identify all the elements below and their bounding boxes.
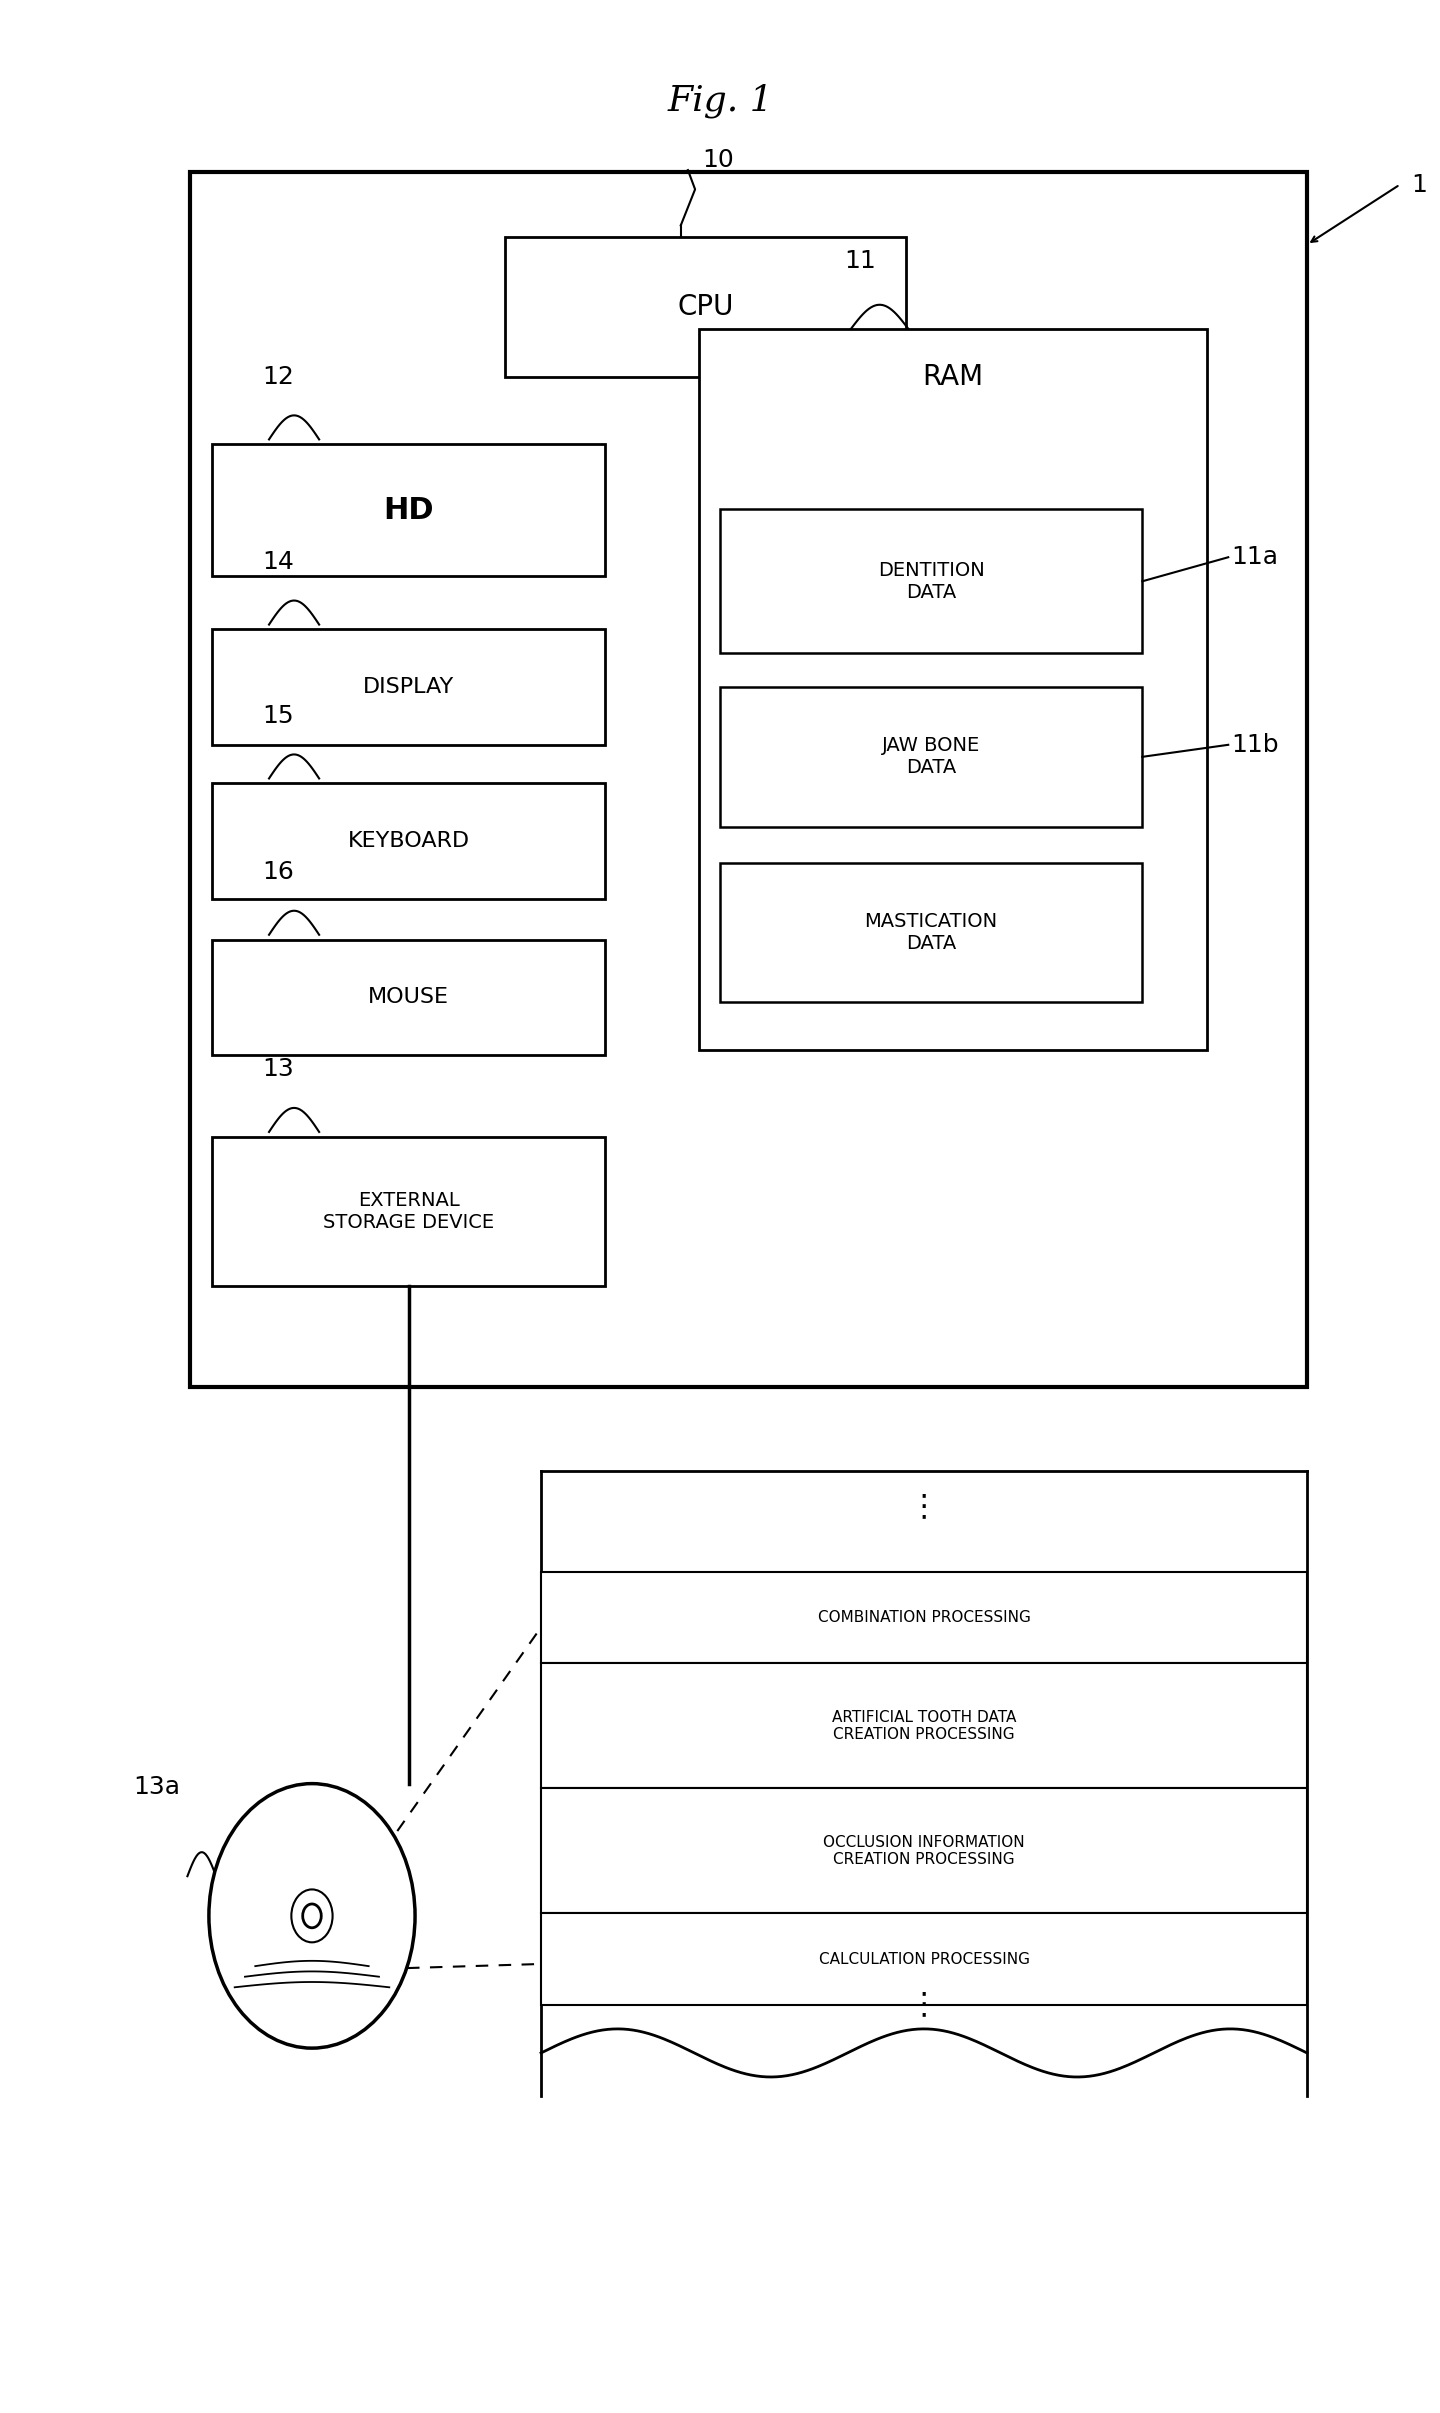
Bar [505,236,906,376]
Text: ARTIFICIAL TOOTH DATA
CREATION PROCESSING: ARTIFICIAL TOOTH DATA CREATION PROCESSIN… [832,1711,1017,1742]
Text: 12: 12 [262,364,294,388]
Bar [541,2012,1308,2097]
Text: 16: 16 [262,861,294,883]
Text: JAW BONE
DATA: JAW BONE DATA [883,736,981,777]
Bar [212,1137,605,1286]
Text: ⋮: ⋮ [909,1494,939,1523]
Text: MOUSE: MOUSE [369,987,449,1006]
Text: 11a: 11a [1231,545,1279,569]
Text: COMBINATION PROCESSING: COMBINATION PROCESSING [818,1609,1031,1626]
Text: DENTITION
DATA: DENTITION DATA [878,560,985,601]
Text: HD: HD [383,495,433,526]
Bar [541,1788,1308,1914]
Bar [212,939,605,1054]
Text: 14: 14 [262,550,294,574]
Bar [720,861,1142,1001]
Text: ⋮: ⋮ [909,1991,939,2020]
Text: 11: 11 [844,249,876,273]
Text: CPU: CPU [677,292,734,321]
Text: 10: 10 [703,150,734,171]
Bar [541,1663,1308,1788]
Bar [541,1571,1308,1663]
Text: 15: 15 [262,705,294,729]
Bar [541,1914,1308,2005]
Text: KEYBOARD: KEYBOARD [347,830,469,852]
Text: OCCLUSION INFORMATION
CREATION PROCESSING: OCCLUSION INFORMATION CREATION PROCESSIN… [824,1834,1025,1868]
Bar [212,784,605,898]
Text: 11b: 11b [1231,734,1279,758]
Text: 13a: 13a [134,1776,180,1800]
Bar [212,630,605,746]
Bar [720,688,1142,828]
Text: MASTICATION
DATA: MASTICATION DATA [864,912,998,953]
Text: DISPLAY: DISPLAY [363,678,454,697]
Text: Fig. 1: Fig. 1 [667,82,773,118]
Text: EXTERNAL
STORAGE DEVICE: EXTERNAL STORAGE DEVICE [323,1190,494,1231]
Bar [190,171,1308,1387]
Ellipse shape [302,1904,321,1928]
Text: 13: 13 [262,1057,294,1081]
Text: 1: 1 [1411,171,1427,195]
Bar [698,328,1207,1050]
Ellipse shape [209,1783,415,2049]
Bar [720,509,1142,654]
Bar [212,444,605,577]
Text: RAM: RAM [922,362,984,391]
Text: CALCULATION PROCESSING: CALCULATION PROCESSING [818,1952,1030,1967]
